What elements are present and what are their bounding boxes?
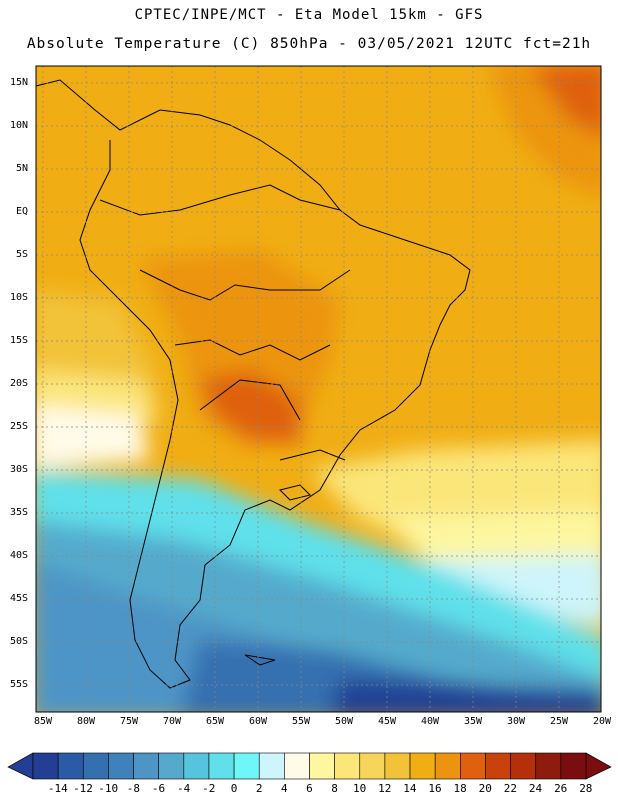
lon-label: 70W [163,716,182,727]
colorbar-segment [384,752,411,780]
lon-label: 80W [77,716,96,727]
colorbar-segment [133,752,159,780]
colorbar-segment [309,752,335,780]
colorbar-segment [284,752,310,780]
lat-label: 25S [9,421,28,432]
colorbar-label: 20 [478,782,492,795]
colorbar-label: -10 [98,782,119,795]
lat-label: 55S [9,679,28,690]
lat-label: 50S [9,636,28,647]
colorbar-segment [434,752,461,780]
lat-label: 30S [9,464,28,475]
colorbar-segment [535,752,562,780]
lon-label: 30W [507,716,526,727]
colorbar-label: 28 [579,782,593,795]
lat-label: 40S [9,550,28,561]
lon-label: 85W [34,716,53,727]
colorbar-segment [258,752,285,780]
colorbar-label: 0 [230,782,238,795]
map-frame [35,65,602,713]
lon-label: 60W [249,716,268,727]
colorbar-segment [560,752,587,780]
chart-title: CPTEC/INPE/MCT - Eta Model 15km - GFS [134,7,484,23]
lon-label: 75W [120,716,139,727]
lat-label: 35S [9,507,28,518]
colorbar-label: 10 [352,782,367,795]
colorbar-segment [82,752,109,780]
lon-label: 65W [206,716,225,727]
colorbar-segment [158,752,185,780]
lat-label: 20S [9,378,28,389]
colorbar-label: -6 [151,782,166,795]
colorbar-label: 4 [280,782,288,795]
lon-label: 40W [421,716,440,727]
lon-label: 35W [464,716,483,727]
colorbar-segment [233,752,260,780]
lat-label: 5N [15,163,28,174]
colorbar-segment [334,752,361,780]
graticule [36,66,601,712]
coastline [35,79,471,689]
colorbar-label: 18 [453,782,467,795]
lon-label: 50W [335,716,354,727]
colorbar-label: -14 [47,782,68,795]
chart-subtitle: Absolute Temperature (C) 850hPa - 03/05/… [26,36,592,52]
colorbar-segment [510,752,537,780]
temperature-field [36,66,601,712]
colorbar-label: 8 [331,782,338,795]
lat-label: 15N [9,77,28,88]
lat-label: 5S [15,249,28,260]
colorbar-label: -8 [126,782,140,795]
colorbar-label: 16 [428,782,442,795]
colorbar-segment [108,752,134,780]
colorbar-segment [460,752,486,780]
lat-label: 45S [9,593,28,604]
colorbar-label: 12 [378,782,392,795]
colorbar-segment [409,752,436,780]
colorbar-label: 24 [528,782,543,795]
colorbar-segment [183,752,210,780]
lat-label: 15S [9,335,28,346]
lat-label: EQ [15,206,28,217]
lon-label: 25W [550,716,569,727]
colorbar-label: -2 [202,782,216,795]
colorbar-segment [32,752,59,780]
lon-label: 20W [593,716,612,727]
colorbar-label: 22 [503,782,518,795]
colorbar-label: 26 [554,782,568,795]
lat-label: 10N [9,120,28,131]
lon-label: 45W [378,716,397,727]
colorbar-segment [208,752,235,780]
colorbar-segment [57,752,84,780]
colorbar [7,752,612,780]
colorbar-max-arrow [585,752,612,780]
lat-label: 10S [9,292,28,303]
colorbar-label: 14 [403,782,417,795]
colorbar-label: -4 [177,782,191,795]
colorbar-label: 2 [255,782,263,795]
colorbar-label: -12 [73,782,93,795]
colorbar-segment [485,752,511,780]
lon-label: 55W [292,716,311,727]
colorbar-segment [359,752,386,780]
colorbar-min-arrow [7,752,34,780]
colorbar-label: 6 [306,782,313,795]
